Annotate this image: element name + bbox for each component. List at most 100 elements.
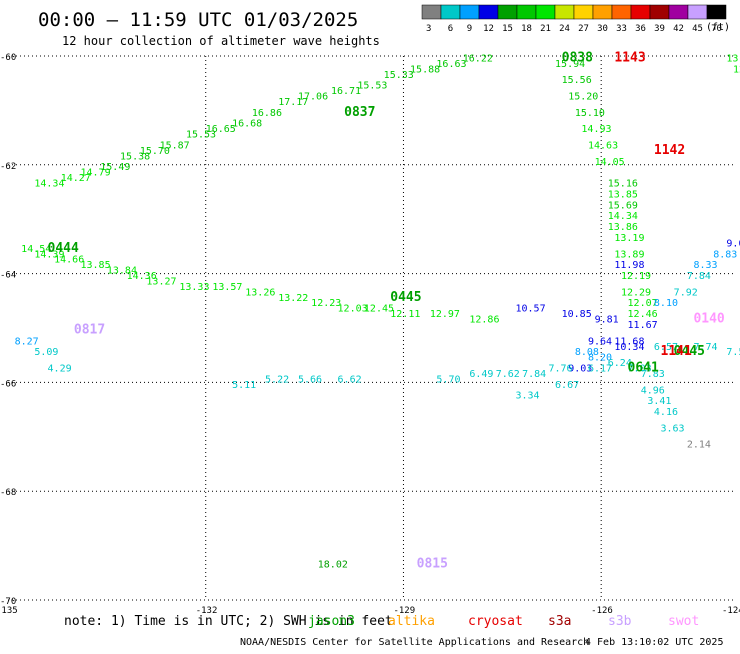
pass-time-label-s3b: 0815	[417, 556, 448, 571]
swh-value: 10.57	[516, 304, 546, 315]
swh-value: 14.63	[588, 140, 618, 151]
scale-label: 3	[426, 24, 431, 34]
scale-swatch	[555, 5, 574, 19]
swh-value: 12.88	[733, 64, 740, 75]
footer-timestamp: 4 Feb 13:10:02 UTC 2025	[585, 637, 723, 648]
scale-swatch	[460, 5, 479, 19]
footer-credit: NOAA/NESDIS Center for Satellite Applica…	[240, 637, 589, 648]
swh-value: 13.22	[278, 293, 308, 304]
scale-swatch	[650, 5, 669, 19]
swh-value: 9.81	[595, 315, 619, 326]
swh-value: 9.64	[588, 336, 612, 347]
swh-value: 7.62	[496, 369, 520, 380]
pass-time-label-cryosat: 1141	[661, 344, 692, 359]
swh-value: 3.41	[647, 396, 671, 407]
satellite-legend-altika: altika	[388, 614, 435, 629]
scale-label: 12	[483, 24, 494, 34]
swh-value: 10.85	[562, 309, 592, 320]
scale-label: 18	[521, 24, 532, 34]
satellite-legend-jason3: jason3	[308, 614, 355, 629]
swh-value: 5.66	[298, 374, 322, 385]
swh-value: 13.33	[179, 282, 209, 293]
swh-value: 8.10	[654, 298, 678, 309]
swh-value: 15.20	[568, 92, 598, 103]
swh-value: 7.92	[674, 287, 698, 298]
swh-value: 7.84	[687, 271, 711, 282]
swh-value: 3.34	[516, 391, 540, 402]
swh-value: 10.34	[614, 342, 644, 353]
scale-label: 36	[635, 24, 646, 34]
satellite-legend-cryosat: cryosat	[468, 614, 523, 629]
pass-time-label-jason3: 0837	[344, 105, 375, 120]
y-tick-label: -60	[0, 53, 16, 63]
swh-value: 12.86	[469, 315, 499, 326]
satellite-legend-s3b: s3b	[608, 614, 632, 629]
chart-subtitle: 12 hour collection of altimeter wave hei…	[62, 34, 380, 48]
pass-time-label-jason3: 0641	[628, 361, 659, 376]
scale-swatch	[688, 5, 707, 19]
scale-swatch	[593, 5, 612, 19]
swh-value: 6.49	[469, 369, 493, 380]
pass-time-label-jason3: 0838	[562, 50, 593, 65]
y-tick-label: -62	[0, 162, 16, 172]
scale-swatch	[631, 5, 650, 19]
chart-title: 00:00 – 11:59 UTC 01/03/2025	[38, 9, 358, 31]
swh-value: 14.34	[608, 211, 638, 222]
swh-value: 6.67	[555, 380, 579, 391]
swh-value: 16.86	[252, 108, 282, 119]
scale-swatch	[479, 5, 498, 19]
scale-label: 39	[654, 24, 665, 34]
swh-value: 5.09	[34, 347, 58, 358]
swh-value: 13.19	[614, 233, 644, 244]
wave-height-values: 14.3414.2714.7915.4915.3815.7015.8715.53…	[15, 53, 740, 570]
swh-value: 4.29	[48, 364, 72, 375]
swh-value: 15.49	[100, 162, 130, 173]
swh-value: 15.53	[357, 81, 387, 92]
scale-swatch	[422, 5, 441, 19]
scale-swatch	[517, 5, 536, 19]
swh-value: 12.97	[430, 309, 460, 320]
pass-time-label-jason3: 0444	[48, 241, 79, 256]
swh-value: 18.02	[318, 559, 348, 570]
scale-label: 24	[559, 24, 570, 34]
scale-label: 27	[578, 24, 589, 34]
swh-value: 14.93	[581, 124, 611, 135]
swh-value: 4.16	[654, 407, 678, 418]
scale-label: 6	[448, 24, 453, 34]
scale-swatch	[441, 5, 460, 19]
y-tick-label: -64	[0, 271, 16, 281]
pass-time-label-jason3: 0445	[390, 290, 421, 305]
swh-value: 7.51	[726, 347, 740, 358]
swh-value: 15.69	[608, 200, 638, 211]
swh-value: 3.63	[661, 423, 685, 434]
swh-value: 5.11	[232, 380, 256, 391]
swh-value: 8.83	[713, 249, 737, 260]
swh-value: 8.27	[15, 336, 39, 347]
swh-value: 16.22	[463, 53, 493, 64]
swh-value: 11.67	[628, 320, 658, 331]
scale-swatch	[498, 5, 517, 19]
swh-value: 16.68	[232, 119, 262, 130]
swh-value: 7.84	[522, 369, 546, 380]
pass-time-label-swot: 0140	[693, 312, 724, 327]
satellite-legend-swot: swot	[668, 614, 699, 629]
scale-label: 33	[616, 24, 627, 34]
scale-swatch	[707, 5, 726, 19]
swh-value: 7.76	[548, 364, 572, 375]
swh-value: 15.87	[160, 140, 190, 151]
satellite-legend-s3a: s3a	[548, 614, 571, 629]
swh-value: 8.33	[693, 260, 717, 271]
scale-label: 15	[502, 24, 513, 34]
swh-value: 5.70	[436, 374, 460, 385]
swh-value: 13.55	[726, 53, 740, 64]
swh-value: 8.08	[575, 347, 599, 358]
scale-swatch	[669, 5, 688, 19]
swh-value: 9.09	[726, 238, 740, 249]
swh-value: 13.86	[608, 222, 638, 233]
scale-label: 9	[467, 24, 472, 34]
swh-value: 12.11	[390, 309, 420, 320]
swh-value: 11.98	[614, 260, 644, 271]
swh-value: 12.46	[628, 309, 658, 320]
